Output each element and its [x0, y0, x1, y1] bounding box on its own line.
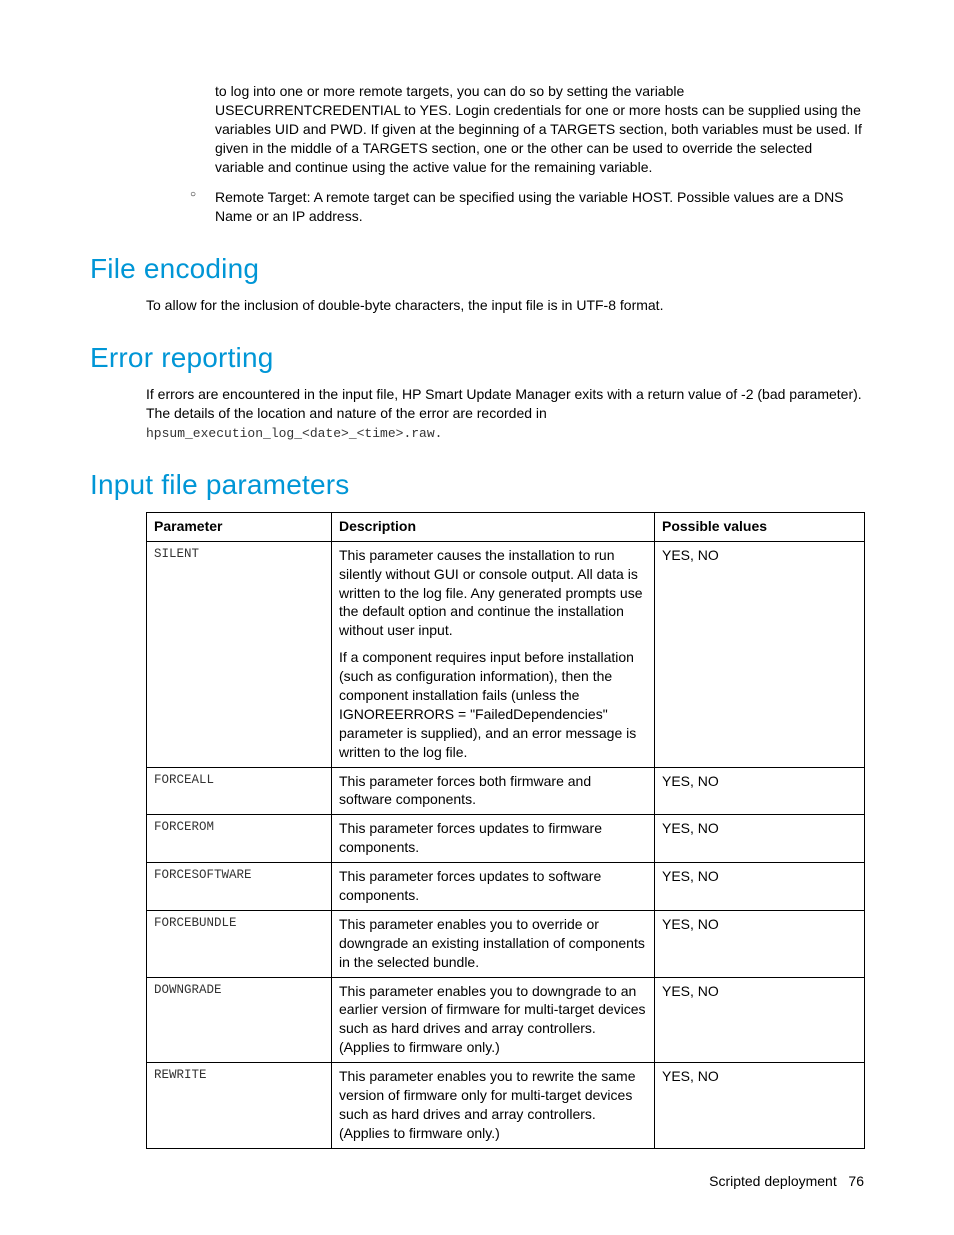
- cell-description: This parameter forces updates to softwar…: [332, 863, 655, 911]
- cell-parameter: REWRITE: [147, 1063, 332, 1149]
- cell-description: This parameter enables you to rewrite th…: [332, 1063, 655, 1149]
- table-row: FORCEBUNDLEThis parameter enables you to…: [147, 910, 865, 977]
- cell-parameter: SILENT: [147, 541, 332, 767]
- cell-parameter: FORCEALL: [147, 767, 332, 815]
- heading-file-encoding: File encoding: [90, 250, 864, 288]
- error-reporting-body: If errors are encountered in the input f…: [146, 385, 864, 442]
- cell-possible-values: YES, NO: [655, 815, 865, 863]
- bullet-remote-target: Remote Target: A remote target can be sp…: [185, 188, 864, 226]
- table-row: FORCESOFTWAREThis parameter forces updat…: [147, 863, 865, 911]
- heading-input-file-parameters: Input file parameters: [90, 466, 864, 504]
- cell-possible-values: YES, NO: [655, 863, 865, 911]
- table-header-row: Parameter Description Possible values: [147, 512, 865, 541]
- cell-parameter: FORCEBUNDLE: [147, 910, 332, 977]
- heading-error-reporting: Error reporting: [90, 339, 864, 377]
- file-encoding-body: To allow for the inclusion of double-byt…: [146, 296, 864, 315]
- parameters-table: Parameter Description Possible values SI…: [146, 512, 865, 1149]
- col-header-parameter: Parameter: [147, 512, 332, 541]
- cell-possible-values: YES, NO: [655, 767, 865, 815]
- error-reporting-code: hpsum_execution_log_<date>_<time>.raw.: [146, 426, 442, 441]
- error-reporting-text: If errors are encountered in the input f…: [146, 386, 862, 421]
- cell-description: This parameter forces updates to firmwar…: [332, 815, 655, 863]
- cell-possible-values: YES, NO: [655, 541, 865, 767]
- col-header-possible-values: Possible values: [655, 512, 865, 541]
- cell-description: This parameter forces both firmware and …: [332, 767, 655, 815]
- cell-parameter: FORCESOFTWARE: [147, 863, 332, 911]
- cell-parameter: DOWNGRADE: [147, 977, 332, 1063]
- intro-paragraph: to log into one or more remote targets, …: [215, 82, 864, 176]
- page-footer: Scripted deployment 76: [709, 1172, 864, 1191]
- footer-page-number: 76: [848, 1173, 864, 1189]
- table-row: SILENTThis parameter causes the installa…: [147, 541, 865, 767]
- cell-description: This parameter enables you to downgrade …: [332, 977, 655, 1063]
- table-row: REWRITEThis parameter enables you to rew…: [147, 1063, 865, 1149]
- table-row: FORCEALLThis parameter forces both firmw…: [147, 767, 865, 815]
- cell-description: This parameter causes the installation t…: [332, 541, 655, 767]
- table-row: DOWNGRADEThis parameter enables you to d…: [147, 977, 865, 1063]
- col-header-description: Description: [332, 512, 655, 541]
- cell-possible-values: YES, NO: [655, 1063, 865, 1149]
- cell-parameter: FORCEROM: [147, 815, 332, 863]
- footer-section: Scripted deployment: [709, 1173, 837, 1189]
- cell-possible-values: YES, NO: [655, 977, 865, 1063]
- table-row: FORCEROMThis parameter forces updates to…: [147, 815, 865, 863]
- cell-possible-values: YES, NO: [655, 910, 865, 977]
- cell-description: This parameter enables you to override o…: [332, 910, 655, 977]
